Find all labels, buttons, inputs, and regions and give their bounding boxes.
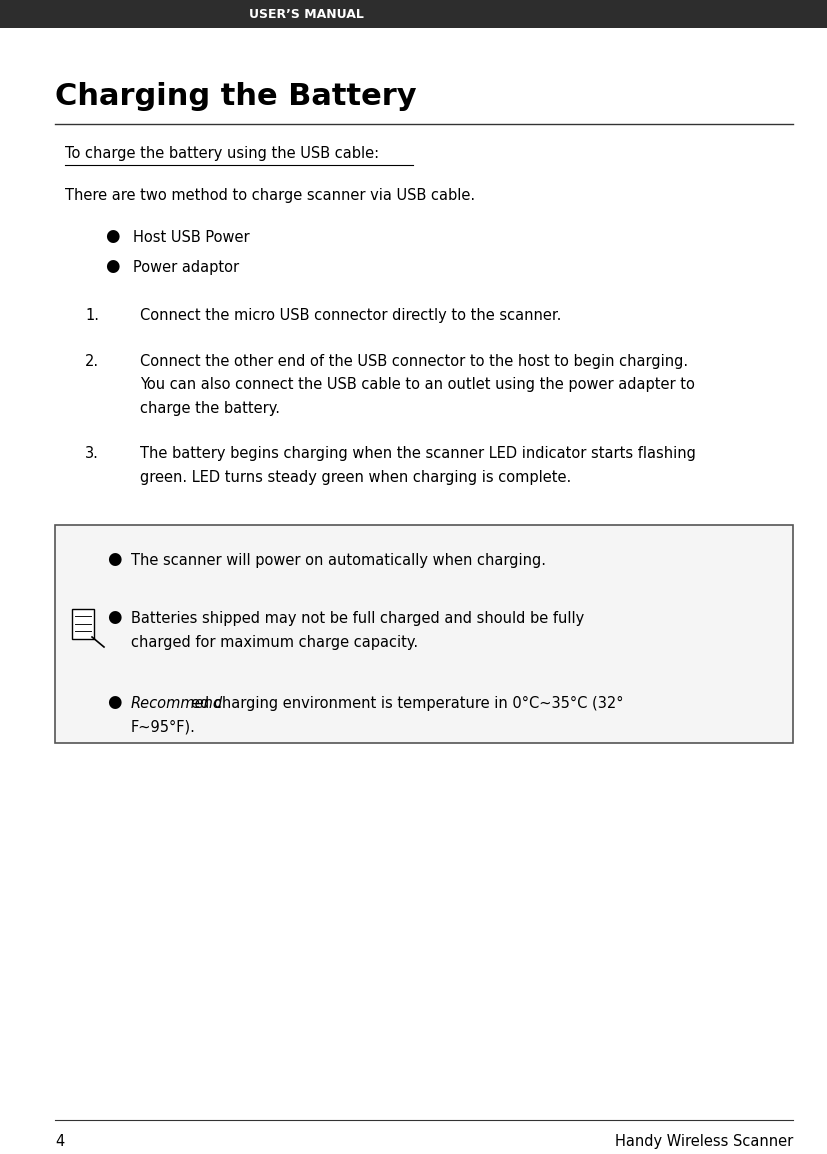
- Text: Handy Wireless Scanner: Handy Wireless Scanner: [614, 1134, 792, 1149]
- FancyBboxPatch shape: [72, 609, 94, 639]
- Text: 3.: 3.: [85, 445, 98, 460]
- Text: ●: ●: [105, 227, 119, 245]
- Text: Connect the other end of the USB connector to the host to begin charging.: Connect the other end of the USB connect…: [140, 353, 687, 368]
- Text: To charge the battery using the USB cable:: To charge the battery using the USB cabl…: [65, 147, 379, 162]
- FancyBboxPatch shape: [55, 525, 792, 743]
- Text: charge the battery.: charge the battery.: [140, 400, 280, 415]
- Text: ●: ●: [107, 550, 122, 568]
- Text: Connect the micro USB connector directly to the scanner.: Connect the micro USB connector directly…: [140, 308, 561, 323]
- Text: ed charging environment is temperature in 0°C~35°C (32°: ed charging environment is temperature i…: [191, 696, 623, 711]
- Text: Power adaptor: Power adaptor: [133, 260, 239, 275]
- Text: ●: ●: [105, 257, 119, 275]
- Text: The scanner will power on automatically when charging.: The scanner will power on automatically …: [131, 553, 545, 568]
- Text: There are two method to charge scanner via USB cable.: There are two method to charge scanner v…: [65, 188, 475, 203]
- Text: 4: 4: [55, 1134, 65, 1149]
- Text: charged for maximum charge capacity.: charged for maximum charge capacity.: [131, 635, 418, 650]
- Text: Host USB Power: Host USB Power: [133, 230, 249, 245]
- Text: ●: ●: [107, 608, 122, 625]
- Text: USER’S MANUAL: USER’S MANUAL: [249, 7, 363, 21]
- Text: 1.: 1.: [85, 308, 99, 323]
- Text: Batteries shipped may not be full charged and should be fully: Batteries shipped may not be full charge…: [131, 610, 584, 625]
- Text: Recommend: Recommend: [131, 696, 222, 711]
- Text: ●: ●: [107, 694, 122, 711]
- Text: The battery begins charging when the scanner LED indicator starts flashing: The battery begins charging when the sca…: [140, 445, 695, 460]
- Text: 2.: 2.: [85, 353, 99, 368]
- Text: Charging the Battery: Charging the Battery: [55, 82, 416, 111]
- Text: green. LED turns steady green when charging is complete.: green. LED turns steady green when charg…: [140, 470, 571, 485]
- Text: You can also connect the USB cable to an outlet using the power adapter to: You can also connect the USB cable to an…: [140, 377, 694, 392]
- Text: F~95°F).: F~95°F).: [131, 719, 196, 734]
- FancyBboxPatch shape: [0, 0, 827, 28]
